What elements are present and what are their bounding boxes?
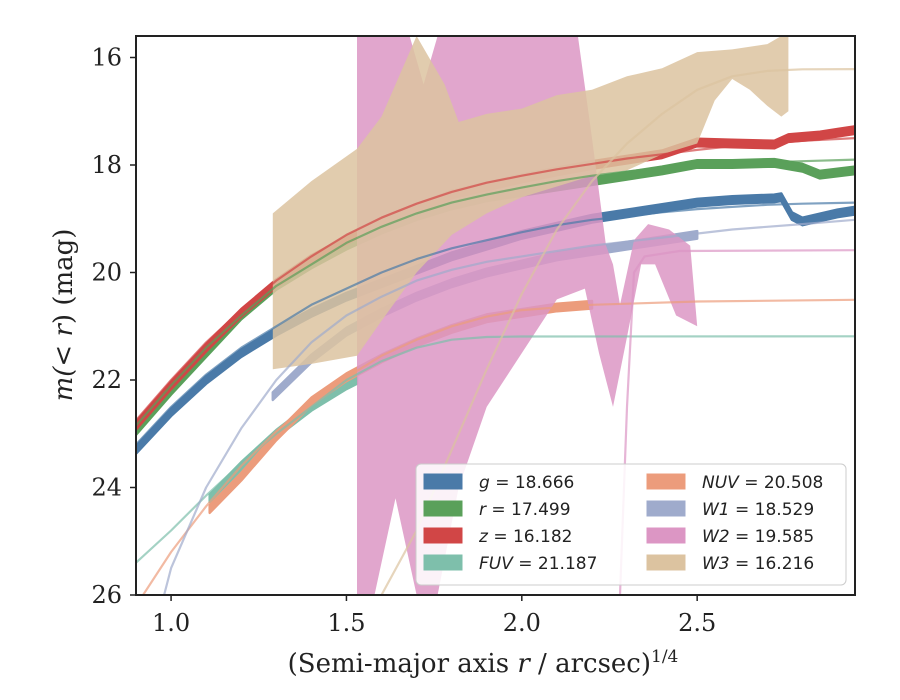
plot-frame [135,35,856,596]
x-tick-label: 1.5 [327,609,365,637]
legend-box [415,463,847,586]
legend: g = 18.666 r = 17.499 z = 16.182 FUV = 21.1… [415,463,847,586]
x-tick-label: 1.0 [152,609,190,637]
y-tick-label: 20 [91,259,122,287]
model-curves [136,68,855,595]
legend-swatch-g [423,473,463,490]
model-curve-z [136,137,855,422]
y-tick-label: 18 [91,151,122,179]
y-tick-label: 22 [91,366,122,394]
y-axis-ticks: 16 18 20 22 24 26 [91,44,136,609]
legend-swatch-r [423,500,463,517]
legend-label-w3: W3 = 16.216 [702,554,814,574]
model-curve-nuv [141,298,855,595]
legend-label-g: g = 18.666 [479,473,574,493]
legend-label-w2: W2 = 19.585 [702,527,814,547]
legend-swatch-w3 [646,554,686,571]
model-curve-r [136,158,855,427]
legend-swatch-z [423,527,463,544]
model-curve-w1 [163,218,855,595]
legend-label-z: z = 16.182 [478,527,572,547]
legend-label-w1: W1 = 18.529 [702,500,814,520]
y-tick-label: 16 [91,44,122,72]
y-tick-label: 24 [91,474,122,502]
model-curve-w3 [380,68,855,595]
y-tick-label: 26 [91,581,122,609]
x-axis-label: (Semi-major axis r / arcsec)1/4 [288,647,679,679]
band-w3 [272,36,789,370]
model-curve-fuv [136,335,855,564]
x-tick-label: 2.5 [678,609,716,637]
legend-label-fuv: FUV = 21.187 [479,554,597,574]
legend-label-nuv: NUV = 20.508 [702,473,823,493]
legend-swatch-w2 [646,527,686,544]
x-axis-ticks: 1.0 1.5 2.0 2.5 [152,595,716,637]
model-curve-w2 [618,249,855,595]
legend-swatch-nuv [646,473,686,490]
legend-label-r: r = 17.499 [479,500,571,520]
x-tick-label: 2.0 [503,609,541,637]
legend-swatch-w1 [646,500,686,517]
model-curve-g [136,201,855,446]
legend-swatch-fuv [423,554,463,571]
y-axis-label: m(< r) (mag) [49,229,79,402]
